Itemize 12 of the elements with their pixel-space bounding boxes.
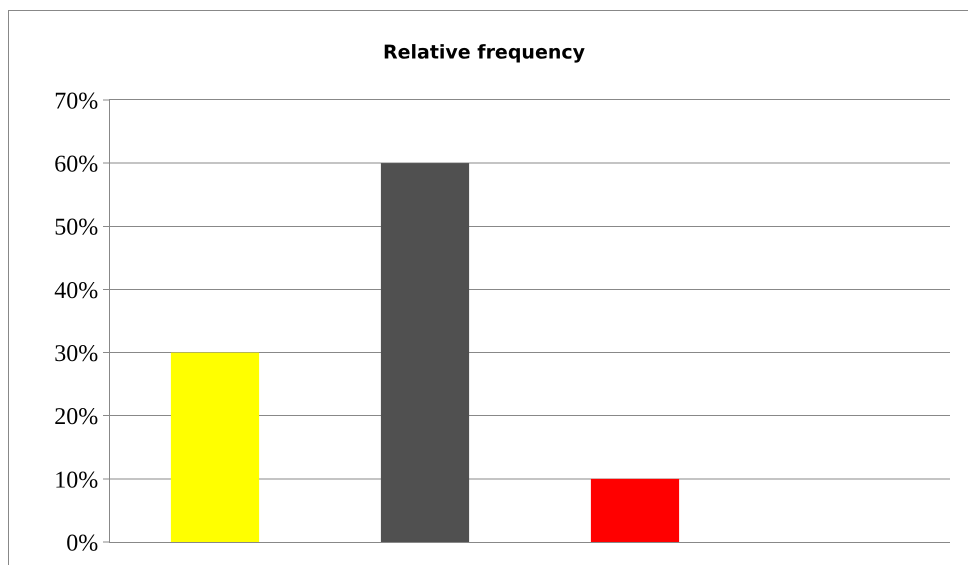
bar: [590, 478, 680, 542]
y-tick-label: 70%: [54, 88, 98, 114]
y-tick-label: 10%: [54, 467, 98, 494]
y-tick-label: 60%: [54, 152, 98, 178]
y-tick-label: 20%: [54, 404, 98, 430]
bar: [170, 352, 260, 542]
y-tick-label: 0%: [66, 530, 98, 556]
y-tick-label: 50%: [54, 214, 98, 241]
y-tick-label: 30%: [54, 340, 98, 367]
chart-title: Relative frequency: [382, 42, 586, 64]
bar: [380, 163, 470, 542]
y-tick-label: 40%: [54, 278, 98, 304]
